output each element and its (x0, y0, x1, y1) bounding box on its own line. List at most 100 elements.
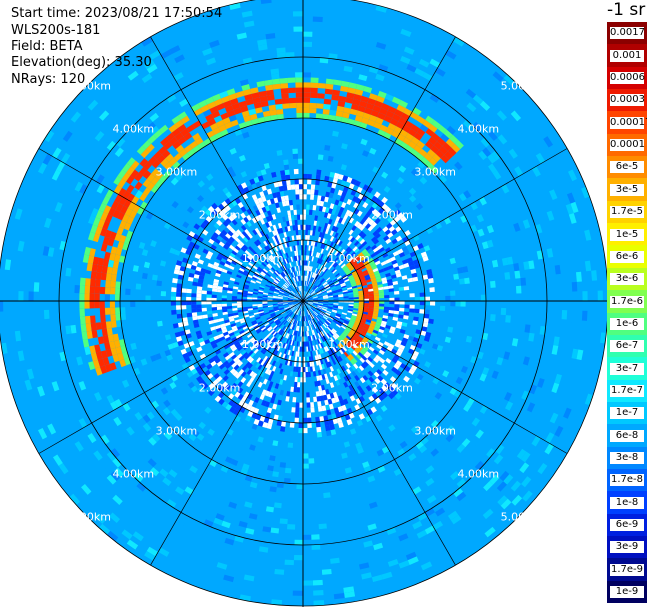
ppi-cell (376, 407, 384, 415)
ppi-cell (130, 169, 139, 179)
ppi-cell (578, 339, 585, 351)
ppi-cell (318, 364, 323, 371)
ppi-cell (129, 503, 141, 514)
ppi-cell (276, 47, 286, 54)
ppi-cell (121, 379, 130, 388)
colorbar-bin: 6e-9 (607, 513, 647, 537)
ppi-cell (327, 292, 333, 295)
colorbar-tick-label: 3e-7 (610, 362, 644, 375)
ppi-cell (175, 350, 183, 357)
ppi-cell (360, 363, 367, 369)
ppi-cell (329, 337, 335, 343)
ppi-cell (295, 224, 299, 231)
ppi-cell (351, 270, 357, 275)
ppi-cell (429, 287, 435, 293)
ppi-cell (311, 284, 316, 289)
ppi-cell (332, 262, 338, 268)
ppi-cell (278, 346, 283, 353)
ppi-cell (122, 163, 131, 173)
ppi-cell (201, 301, 207, 305)
ppi-cell (231, 382, 238, 390)
ppi-cell (292, 153, 299, 160)
ppi-cell (213, 335, 220, 341)
ppi-cell (265, 274, 271, 279)
ppi-cell (317, 293, 323, 296)
ppi-cell (321, 405, 327, 412)
ppi-cell (194, 253, 201, 260)
ppi-cell (304, 341, 307, 347)
ppi-cell (221, 381, 229, 388)
ppi-cell (308, 299, 314, 301)
ppi-cell (156, 154, 166, 164)
ppi-cell (265, 222, 270, 228)
ppi-cell (353, 302, 359, 305)
ppi-cell (362, 285, 368, 289)
ppi-cell (276, 113, 284, 120)
ppi-cell (297, 443, 303, 449)
ppi-cell (257, 556, 267, 563)
ppi-cell (175, 305, 182, 310)
ppi-cell (132, 265, 139, 272)
ppi-cell (431, 412, 440, 421)
ppi-cell (440, 133, 450, 143)
ppi-cell (363, 540, 374, 548)
ppi-cell (175, 245, 183, 252)
ppi-cell (341, 339, 347, 345)
ppi-cell (212, 93, 222, 102)
ppi-cell (349, 320, 355, 324)
ppi-cell (253, 198, 260, 206)
ppi-cell (335, 272, 341, 278)
ppi-cell (74, 441, 84, 452)
ppi-cell (317, 305, 323, 308)
ppi-cell (224, 263, 230, 268)
ppi-cell (216, 219, 223, 227)
ppi-cell (92, 191, 102, 201)
ppi-cell (95, 322, 102, 331)
ppi-cell (478, 464, 489, 475)
ppi-cell (193, 243, 200, 250)
ppi-cell (466, 102, 477, 113)
ppi-cell (479, 196, 488, 206)
ppi-cell (430, 428, 439, 437)
ppi-cell (384, 402, 392, 410)
ppi-cell (178, 270, 185, 276)
ppi-cell (282, 253, 286, 260)
ppi-cell (368, 269, 374, 275)
ppi-cell (330, 248, 336, 254)
ppi-cell (296, 102, 303, 108)
ppi-cell (321, 317, 327, 322)
ppi-cell (323, 415, 329, 422)
ppi-cell (295, 72, 303, 78)
ppi-cell (328, 114, 336, 121)
ppi-cell (203, 235, 211, 242)
ppi-cell (280, 195, 286, 202)
ppi-cell (343, 330, 349, 336)
ppi-cell (408, 261, 415, 267)
ppi-cell (275, 287, 281, 291)
ppi-cell (295, 255, 298, 261)
ppi-cell (292, 225, 296, 231)
ppi-cell (440, 154, 450, 164)
ppi-cell (317, 226, 322, 232)
ppi-cell (271, 78, 281, 85)
colorbar-bin: 3e-9 (607, 535, 647, 559)
ppi-cell (284, 354, 288, 360)
ppi-cell (249, 481, 258, 489)
ppi-cell (145, 143, 155, 153)
ppi-cell (274, 289, 280, 293)
ppi-cell (333, 407, 340, 414)
azimuth-grid-line (302, 148, 568, 302)
ppi-cell (584, 196, 594, 209)
ppi-cell (313, 600, 325, 606)
ppi-cell (335, 274, 341, 279)
ppi-cell (391, 96, 402, 105)
ppi-cell (378, 349, 385, 356)
ppi-cell (323, 296, 329, 299)
ppi-cell (312, 303, 318, 305)
ppi-cell (119, 234, 127, 243)
ppi-cell (436, 137, 446, 147)
ppi-cell (453, 273, 460, 280)
ppi-cell (315, 416, 320, 423)
ppi-cell (321, 289, 327, 293)
ppi-cell (570, 319, 577, 330)
